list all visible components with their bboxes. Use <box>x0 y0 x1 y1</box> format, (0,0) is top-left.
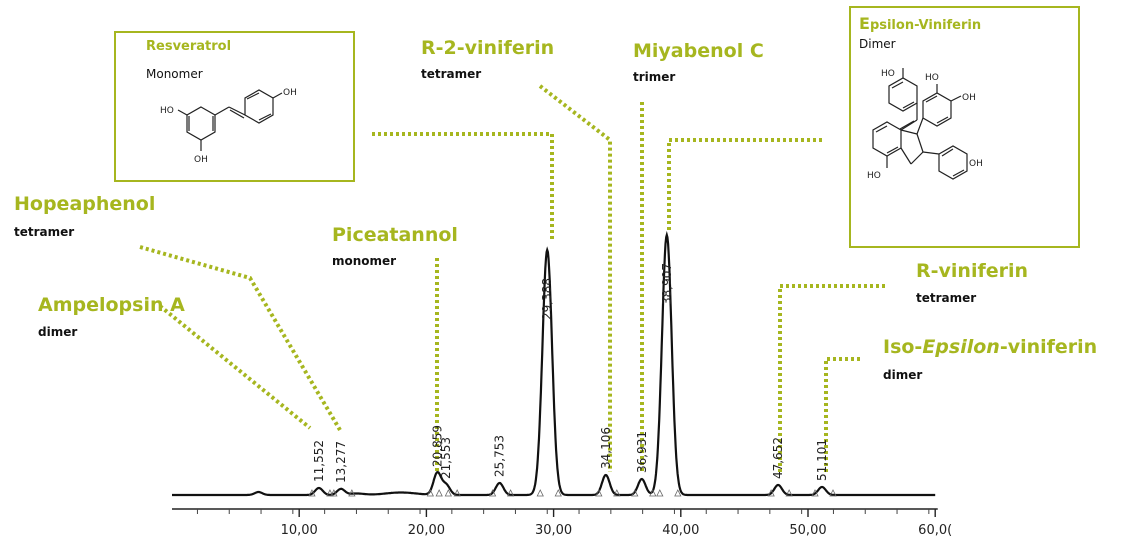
label-piceatannol: Piceatannol <box>332 224 458 246</box>
peak-label: 38,907 <box>660 263 674 305</box>
peak-start-marker <box>536 489 544 497</box>
peak-start-marker <box>631 489 639 497</box>
peak-label: 34,106 <box>599 427 613 469</box>
x-tick-label: 50,00 <box>789 523 826 538</box>
type-piceatannol: monomer <box>332 254 397 268</box>
type-hopeaphenol: tetramer <box>14 225 75 239</box>
label-epsilon-italic: Epsilon <box>922 336 1000 358</box>
peak-start-marker <box>656 489 664 497</box>
label-r-2-viniferin: R-2-viniferin <box>421 37 555 59</box>
epsilon-viniferin-subtitle: Dimer <box>859 37 896 51</box>
peak-label: 29,388 <box>540 278 554 320</box>
label-ampelopsin-a: Ampelopsin A <box>38 294 185 316</box>
leader-line <box>778 284 885 472</box>
leader-line <box>667 138 822 230</box>
type-miyabenol-c: trimer <box>633 70 676 84</box>
epsilon-viniferin-structure-box: Epsilon-Viniferin Dimer <box>849 6 1080 248</box>
resveratrol-title: Resveratrol <box>146 39 232 54</box>
peak-label: 13,277 <box>334 441 348 483</box>
peak-label: 25,753 <box>493 435 507 477</box>
resveratrol-structure-box: Resveratrol Monomer HO OH OH <box>114 31 355 182</box>
peak-start-marker <box>435 489 443 497</box>
peak-end-marker <box>613 489 621 497</box>
peak-end-marker <box>348 489 356 497</box>
resveratrol-subtitle: Monomer <box>146 67 203 81</box>
epsilon-initial: E <box>859 14 870 33</box>
type-iso-epsilon-viniferin: dimer <box>883 368 923 382</box>
epsilon-oh-3: OH <box>962 93 976 103</box>
peak-end-marker <box>785 489 793 497</box>
resveratrol-structure-drawing: HO OH OH <box>160 88 297 165</box>
epsilon-rest: psilon-Viniferin <box>869 18 982 33</box>
peak-label: 21,553 <box>439 437 453 479</box>
resveratrol-oh-2: OH <box>194 155 208 165</box>
peak-start-marker <box>330 489 338 497</box>
type-ampelopsin-a: dimer <box>38 325 78 339</box>
label-iso-prefix: Iso- <box>883 336 923 358</box>
peak-label: 47,652 <box>771 437 785 479</box>
peak-label: 20,859 <box>430 425 444 467</box>
label-iso-epsilon-viniferin: Iso-Epsilon-viniferin <box>883 336 1097 358</box>
peak-start-marker <box>426 489 434 497</box>
peak-start-marker <box>308 489 316 497</box>
peak-start-marker <box>488 489 497 497</box>
epsilon-viniferin-structure-drawing: HO HO OH HO OH <box>867 68 983 181</box>
label-hopeaphenol: Hopeaphenol <box>14 193 156 215</box>
peak-start-marker <box>767 489 775 497</box>
x-tick-label: 10,00 <box>281 523 318 538</box>
peak-end-marker <box>649 489 657 497</box>
type-r-2-viniferin: tetramer <box>421 67 482 81</box>
resveratrol-oh-3: OH <box>283 88 297 98</box>
x-tick-label: 20,00 <box>408 523 445 538</box>
peak-label: 11,552 <box>312 440 326 482</box>
x-tick-label: 30,00 <box>535 523 572 538</box>
peak-start-marker <box>595 489 603 497</box>
epsilon-ho-1: HO <box>881 69 895 79</box>
peak-label: 36,931 <box>635 431 649 473</box>
x-tick-label: 40,00 <box>662 523 699 538</box>
epsilon-viniferin-title: Epsilon-Viniferin <box>859 14 981 33</box>
peak-start-marker <box>811 489 819 497</box>
label-r-viniferin: R-viniferin <box>916 260 1029 282</box>
resveratrol-ho-1: HO <box>160 106 174 116</box>
leader-line <box>139 245 342 432</box>
label-miyabenol-c: Miyabenol C <box>633 40 764 62</box>
peak-end-marker <box>453 489 461 497</box>
epsilon-ho-4: HO <box>867 171 881 181</box>
label-viniferin-suffix: -viniferin <box>999 336 1098 358</box>
peak-end-marker <box>326 489 334 497</box>
leader-line <box>372 132 554 240</box>
trace-line <box>172 230 936 497</box>
x-axis: 10,00 20,00 30,00 40,00 50,00 60,0( <box>172 508 952 538</box>
leader-line <box>824 357 860 472</box>
peak-end-marker <box>829 489 837 497</box>
leader-line <box>158 304 312 430</box>
x-tick-label: 60,0( <box>918 523 952 538</box>
type-r-viniferin: tetramer <box>916 291 977 305</box>
epsilon-oh-5: OH <box>969 159 983 169</box>
leader-lines <box>139 84 885 472</box>
peak-end-marker <box>444 489 452 497</box>
peak-label: 51,101 <box>815 439 829 481</box>
chromatogram-trace <box>172 230 936 497</box>
epsilon-ho-2: HO <box>925 73 939 83</box>
peak-end-marker <box>674 489 682 497</box>
peak-end-marker <box>554 489 562 497</box>
peak-end-marker <box>506 489 515 497</box>
